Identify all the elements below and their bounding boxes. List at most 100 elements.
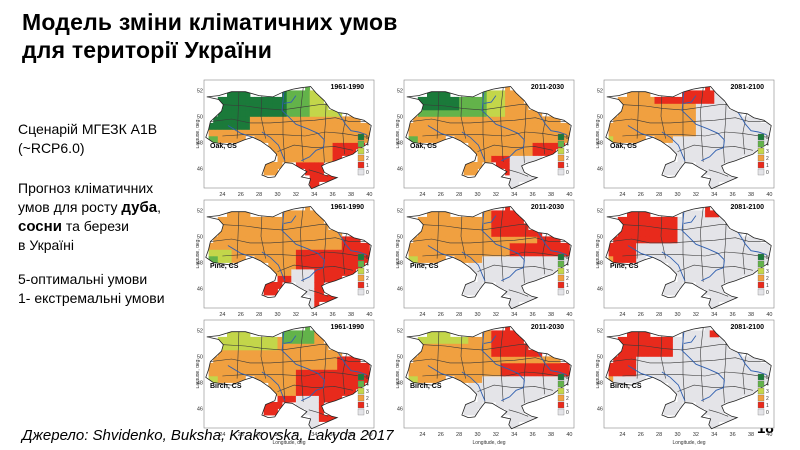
legend-level-label: 2 xyxy=(766,396,769,402)
x-tick-label: 24 xyxy=(419,192,425,198)
x-tick-label: 26 xyxy=(438,312,444,318)
legend-swatch xyxy=(357,133,365,141)
legend-level-label: 4 xyxy=(766,142,769,148)
x-tick-label: 38 xyxy=(348,312,354,318)
legend-swatch xyxy=(357,274,365,282)
x-tick-label: 36 xyxy=(330,192,336,198)
legend-level-label: 4 xyxy=(566,262,569,268)
x-tick-label: 38 xyxy=(748,432,754,438)
legend-note-line-2: 1- екстремальні умови xyxy=(18,290,165,306)
x-tick-label: 24 xyxy=(619,192,625,198)
x-tick-label: 36 xyxy=(530,432,536,438)
x-tick-label: 40 xyxy=(566,192,572,198)
x-tick-label: 28 xyxy=(656,432,662,438)
legend-swatch xyxy=(557,253,565,261)
legend-swatch xyxy=(757,288,765,296)
legend-swatch xyxy=(557,281,565,289)
x-tick-label: 32 xyxy=(293,432,299,438)
legend-level-label: 0 xyxy=(566,290,569,296)
x-tick-label: 34 xyxy=(711,192,717,198)
legend-swatch xyxy=(557,140,565,148)
ukraine-outline xyxy=(605,326,772,430)
slide-title-line-1: Модель зміни кліматичних умов xyxy=(22,9,398,35)
legend-level-label: 1 xyxy=(766,403,769,409)
x-tick-label: 30 xyxy=(474,312,480,318)
x-tick-label: 38 xyxy=(548,312,554,318)
legend-level-label: 5 xyxy=(566,135,569,141)
legend-note-line-1: 5-оптимальні умови xyxy=(18,271,148,287)
y-axis-label: Latitude, deg xyxy=(596,239,601,268)
x-tick-label: 30 xyxy=(674,432,680,438)
y-tick-label: 50 xyxy=(597,354,603,360)
y-tick-label: 52 xyxy=(397,328,403,334)
legend-swatch xyxy=(757,253,765,261)
legend-level-label: 2 xyxy=(566,276,569,282)
x-tick-label: 34 xyxy=(311,432,317,438)
y-tick-label: 50 xyxy=(397,114,403,120)
legend-level-label: 1 xyxy=(766,283,769,289)
x-tick-label: 40 xyxy=(766,432,772,438)
y-tick-label: 46 xyxy=(397,407,403,413)
forecast-line-2-post: , xyxy=(157,199,161,215)
species-label: Oak, CS xyxy=(210,143,237,150)
y-axis-label: Latitude, deg xyxy=(596,119,601,148)
period-label: 2011-2030 xyxy=(531,204,564,211)
y-tick-label: 48 xyxy=(397,141,403,147)
y-axis-label: Latitude, deg xyxy=(196,359,201,388)
period-label: 2081-2100 xyxy=(731,324,765,331)
legend-swatch xyxy=(557,147,565,155)
y-tick-label: 52 xyxy=(597,328,603,334)
legend-level-label: 1 xyxy=(366,403,369,409)
legend-level-label: 1 xyxy=(566,403,569,409)
legend-swatch xyxy=(757,387,765,395)
x-axis-label: Longitude, deg xyxy=(472,440,505,446)
source-citation: Джерело: Shvidenko, Buksha, Krakovska, L… xyxy=(22,427,394,444)
y-tick-label: 48 xyxy=(597,261,603,267)
legend-swatch xyxy=(557,288,565,296)
legend-level-label: 5 xyxy=(366,255,369,261)
x-tick-label: 40 xyxy=(566,312,572,318)
x-tick-label: 30 xyxy=(674,192,680,198)
x-tick-label: 24 xyxy=(619,312,625,318)
legend-level-label: 0 xyxy=(366,410,369,416)
legend-level-label: 3 xyxy=(366,269,369,275)
legend-swatch xyxy=(557,373,565,381)
species-label: Pine, CS xyxy=(210,263,239,270)
x-tick-label: 36 xyxy=(330,432,336,438)
legend-swatch xyxy=(357,401,365,409)
legend-swatch xyxy=(357,380,365,388)
ukraine-outline xyxy=(405,86,572,190)
forecast-text: Прогноз кліматичних умов для росту дуба,… xyxy=(18,179,161,255)
legend-level-label: 2 xyxy=(366,156,369,162)
legend-swatch xyxy=(557,260,565,268)
x-tick-label: 28 xyxy=(456,312,462,318)
x-tick-label: 38 xyxy=(548,432,554,438)
legend-level-label: 1 xyxy=(566,283,569,289)
y-tick-label: 46 xyxy=(397,167,403,173)
x-tick-label: 30 xyxy=(674,312,680,318)
legend-level-label: 4 xyxy=(366,382,369,388)
x-tick-label: 36 xyxy=(530,312,536,318)
legend-level-label: 4 xyxy=(766,262,769,268)
forecast-line-2-pre: умов для росту xyxy=(18,199,122,215)
legend-level-label: 4 xyxy=(566,142,569,148)
period-label: 1961-1990 xyxy=(331,324,365,331)
y-tick-label: 48 xyxy=(197,141,203,147)
y-tick-label: 46 xyxy=(197,407,203,413)
x-tick-label: 30 xyxy=(474,192,480,198)
legend-level-label: 3 xyxy=(566,389,569,395)
legend-swatch xyxy=(557,133,565,141)
x-tick-label: 36 xyxy=(730,312,736,318)
legend-level-label: 0 xyxy=(366,170,369,176)
legend-swatch xyxy=(357,168,365,176)
legend-swatch xyxy=(357,387,365,395)
